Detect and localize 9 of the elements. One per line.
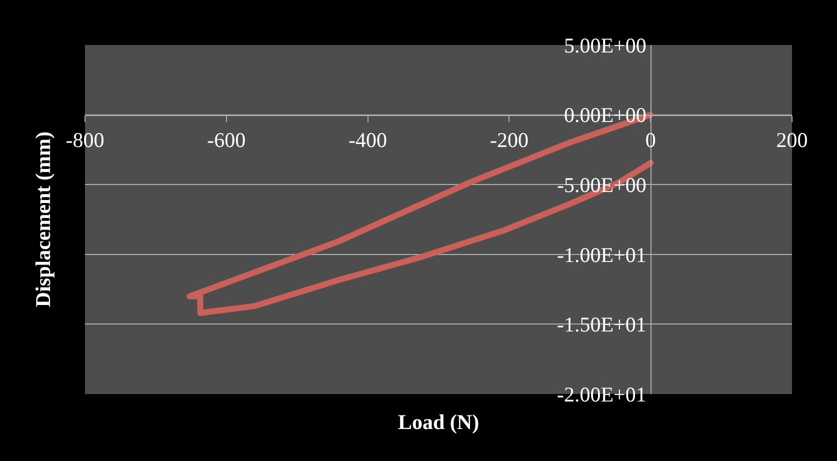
- x-tick-label: -400: [348, 128, 388, 152]
- y-axis-title: Displacement (mm): [31, 132, 56, 308]
- y-tick-label: 5.00E+00: [564, 33, 646, 58]
- x-tick-label: 200: [776, 128, 808, 152]
- x-tick-label: -200: [490, 128, 528, 152]
- x-tick-label: -800: [66, 128, 104, 152]
- x-tick-label: -600: [207, 128, 246, 152]
- y-tick-label: -2.00E+01: [556, 382, 646, 406]
- x-axis-title: Load (N): [398, 410, 480, 434]
